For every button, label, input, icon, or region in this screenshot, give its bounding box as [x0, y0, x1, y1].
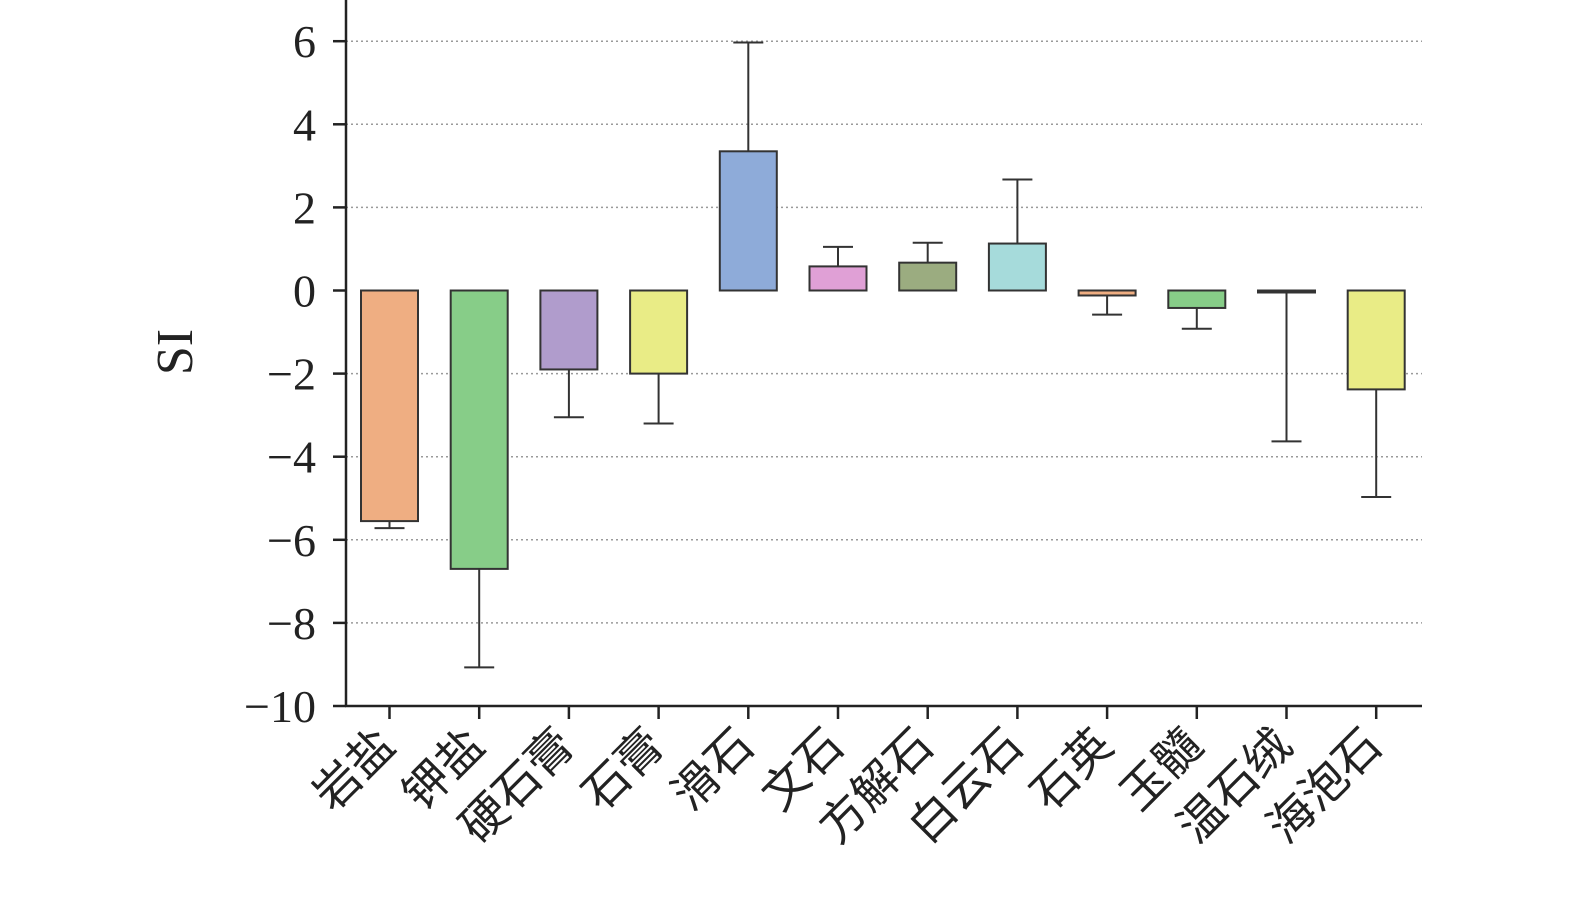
bar-3: [539, 289, 599, 371]
bar-1: [360, 289, 419, 523]
axes: [344, 0, 1422, 708]
y-axis-label: SI: [147, 329, 204, 375]
bar-5: [718, 150, 778, 292]
grid-lines: [346, 40, 1422, 624]
bar-6: [808, 265, 868, 292]
x-tick-label: 滑石: [661, 718, 764, 821]
y-tick-label: 6: [293, 16, 316, 67]
y-tick-label: −2: [267, 349, 316, 400]
y-tick-label: 0: [293, 266, 316, 317]
bar-2: [449, 289, 509, 570]
y-tick-label: −10: [244, 681, 316, 732]
y-ticks: 6 4 2 0 −2 −4 −6 −8 −10: [244, 16, 346, 732]
bars: [360, 150, 1406, 570]
x-tick-label: 岩盐: [302, 718, 405, 821]
bar-12: [1346, 289, 1406, 391]
x-tick-label: 石英: [1020, 718, 1123, 821]
bar-7: [898, 261, 958, 292]
y-tick-label: 2: [293, 182, 316, 233]
bar-9: [1077, 289, 1137, 297]
error-bars: [374, 41, 1392, 669]
y-tick-label: 4: [293, 99, 316, 150]
y-tick-label: −6: [267, 515, 316, 566]
bar-10: [1167, 289, 1227, 309]
x-tick-label: 石膏: [571, 718, 674, 821]
y-tick-label: −4: [267, 432, 316, 483]
bar-4: [629, 289, 689, 375]
y-tick-label: −8: [267, 598, 316, 649]
bar-8: [987, 242, 1047, 292]
